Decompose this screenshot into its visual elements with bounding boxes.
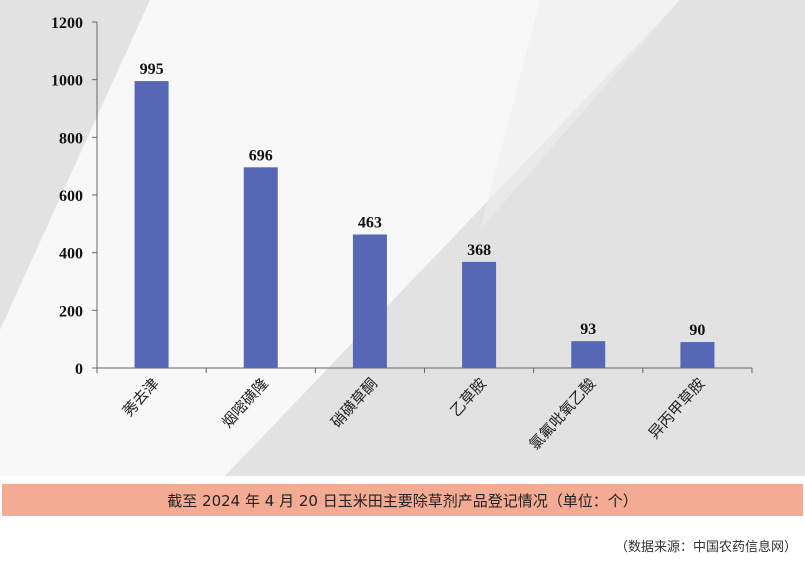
y-tick-label: 200 xyxy=(59,303,83,320)
data-label: 90 xyxy=(689,322,705,339)
y-tick-label: 600 xyxy=(59,188,83,205)
y-tick-label: 1200 xyxy=(51,15,83,32)
data-label: 93 xyxy=(580,321,596,338)
data-label: 463 xyxy=(358,215,382,232)
chart-background: 0 200 400 600 800 1000 1200 995 莠去津 696 烟嘧磺隆 463 硝磺… xyxy=(0,0,805,476)
bar xyxy=(462,261,497,368)
bar xyxy=(680,342,715,368)
data-label: 696 xyxy=(249,147,273,164)
y-tick-label: 800 xyxy=(59,130,83,147)
bar xyxy=(571,341,606,368)
caption-text: 截至 2024 年 4 月 20 日玉米田主要除草剂产品登记情况（单位：个） xyxy=(167,491,638,510)
bar xyxy=(352,234,387,368)
data-label: 995 xyxy=(140,61,164,78)
data-label: 368 xyxy=(467,242,491,259)
chart-caption: 截至 2024 年 4 月 20 日玉米田主要除草剂产品登记情况（单位：个） xyxy=(2,484,803,516)
y-tick-label: 0 xyxy=(75,361,83,378)
x-tick-label: 硝磺草酮 xyxy=(327,375,381,432)
x-tick-label: 氯氟吡氧乙酸 xyxy=(526,375,600,454)
x-tick-label: 乙草胺 xyxy=(447,375,490,420)
y-tick-label: 400 xyxy=(59,246,83,263)
bar xyxy=(243,167,278,368)
x-tick-label: 异丙甲草胺 xyxy=(645,375,709,443)
bar xyxy=(134,81,169,368)
y-tick-label: 1000 xyxy=(51,73,83,90)
source-note: （数据来源：中国农药信息网） xyxy=(614,540,797,555)
